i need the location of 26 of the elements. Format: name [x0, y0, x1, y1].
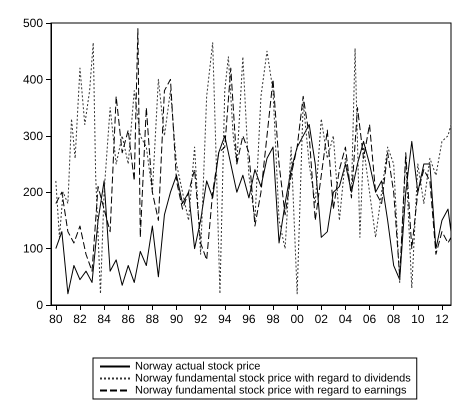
- y-tick-label: 200: [22, 185, 44, 200]
- x-tick-label: 90: [170, 312, 184, 326]
- x-tick-label: 12: [435, 312, 449, 326]
- x-tick-label: 84: [97, 312, 112, 326]
- x-tick-label: 82: [73, 312, 87, 326]
- x-tick-label: 88: [146, 312, 160, 326]
- x-tick-label: 86: [122, 312, 136, 326]
- x-tick-label: 10: [411, 312, 425, 326]
- x-tick-label: 00: [290, 312, 304, 326]
- x-tick-label: 04: [338, 312, 352, 326]
- x-tick-label: 80: [49, 312, 63, 326]
- x-tick-label: 92: [194, 312, 208, 326]
- y-tick-label: 300: [22, 128, 44, 143]
- legend-label: Norway fundamental stock price with regard to earnings: [135, 384, 407, 396]
- x-tick-label: 98: [266, 312, 280, 326]
- legend-label: Norway fundamental stock price with regard to dividends: [135, 372, 412, 384]
- x-tick-label: 96: [242, 312, 256, 326]
- y-tick-label: 0: [36, 298, 44, 312]
- y-tick-label: 400: [22, 72, 44, 86]
- y-tick-label: 100: [22, 242, 44, 256]
- x-tick-label: 94: [218, 312, 232, 326]
- x-tick-label: 02: [314, 312, 328, 326]
- x-tick-label: 08: [387, 312, 401, 326]
- y-tick-label: 500: [22, 16, 44, 30]
- legend-label: Norway actual stock price: [135, 360, 260, 372]
- x-tick-label: 06: [362, 312, 377, 326]
